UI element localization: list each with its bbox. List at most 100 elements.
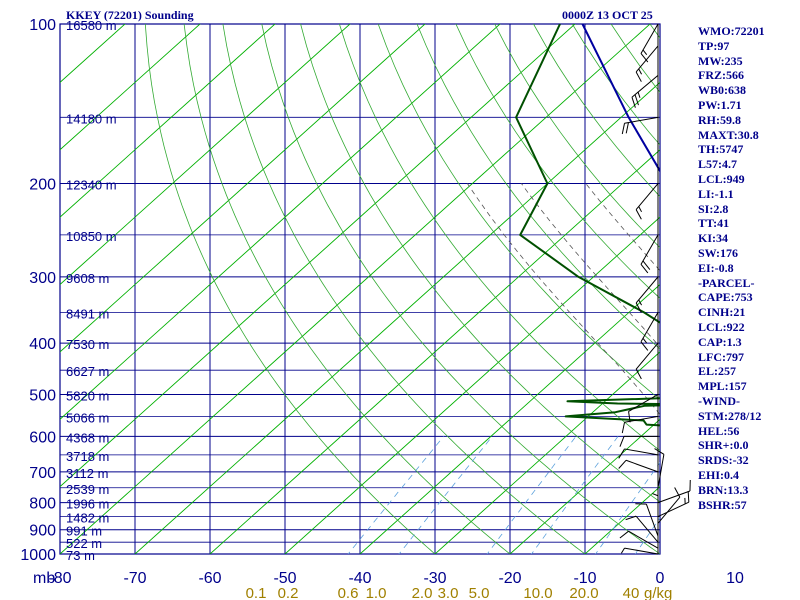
- pressure-tick-label: 800: [29, 496, 56, 513]
- wind-barb: [640, 234, 659, 274]
- temperature-tick-label: -20: [498, 570, 521, 587]
- index-item: -PARCEL-: [698, 275, 755, 290]
- height-label: 10850 m: [66, 229, 117, 244]
- index-item: LCL:949: [698, 171, 745, 186]
- index-item: LCL:922: [698, 319, 745, 334]
- index-item: EL:257: [698, 364, 737, 379]
- height-label: 73 m: [66, 548, 95, 563]
- temperature-tick-label: 10: [726, 570, 744, 587]
- wind-barb: [618, 459, 659, 473]
- index-item: WMO:72201: [698, 24, 765, 38]
- height-label: 3112 m: [66, 466, 108, 481]
- index-item: TP:97: [698, 38, 730, 53]
- temperature-tick-label: -60: [198, 570, 221, 587]
- index-item: SHR+:0.0: [698, 438, 749, 453]
- pressure-tick-label: 500: [29, 387, 56, 404]
- wind-barb: [654, 448, 665, 488]
- isotherm: [434, 351, 660, 554]
- mixing-ratio-label: 3.0: [438, 585, 459, 600]
- wind-barb: [635, 45, 659, 82]
- index-item: BSHR:57: [698, 497, 747, 512]
- index-item: KI:34: [698, 231, 728, 246]
- isotherm: [60, 24, 276, 218]
- pressure-tick-label: 600: [29, 429, 56, 446]
- index-item: SI:2.8: [698, 201, 729, 216]
- mixing-ratio-label: 2.0: [412, 585, 433, 600]
- index-item: PW:1.71: [698, 97, 742, 112]
- dry-adiabat: [300, 24, 660, 503]
- dry-adiabat: [785, 0, 800, 565]
- mixing-ratio-label: 5.0: [469, 585, 490, 600]
- index-item: RH:59.8: [698, 112, 741, 127]
- wind-barb: [657, 487, 681, 524]
- pressure-tick-label: 900: [29, 523, 56, 540]
- index-item: BRN:13.3: [698, 482, 749, 497]
- pressure-tick-label: 300: [29, 270, 56, 287]
- height-label: 6627 m: [66, 364, 109, 379]
- wind-barb: [619, 435, 658, 447]
- pressure-tick-label: 1000: [20, 547, 56, 564]
- wind-barb: [619, 530, 659, 549]
- height-label: 9608 m: [66, 271, 109, 286]
- dry-adiabat: [455, 24, 660, 299]
- index-item: SW:176: [698, 245, 739, 260]
- wind-barb: [620, 547, 659, 555]
- height-label: 522 m: [66, 536, 102, 551]
- index-item: MPL:157: [698, 379, 747, 394]
- temperature-tick-label: -70: [123, 570, 146, 587]
- isotherm: [134, 81, 660, 554]
- dry-adiabat: [183, 24, 511, 554]
- mixing-ratio-line: [486, 436, 577, 554]
- mixing-ratio-line: [595, 461, 660, 554]
- mixing-ratio-unit: g/kg: [644, 585, 672, 600]
- dry-adiabat: [222, 24, 586, 554]
- index-item: HEL:56: [698, 423, 740, 438]
- temperature-tick-label: -40: [348, 570, 371, 587]
- height-label: 3718 m: [66, 449, 109, 464]
- index-item: L57:4.7: [698, 157, 737, 172]
- wind-barb: [652, 493, 659, 530]
- pressure-tick-label: 400: [29, 336, 56, 353]
- dry-adiabat: [377, 24, 660, 401]
- mixing-ratio-line: [398, 436, 493, 554]
- dry-adiabat: [338, 24, 660, 452]
- wind-barb: [618, 448, 659, 459]
- pressure-unit-label: mb: [33, 570, 55, 587]
- height-label: 1482 m: [66, 511, 109, 526]
- index-item: EI:-0.8: [698, 260, 734, 275]
- pressure-tick-label: 100: [29, 17, 56, 34]
- index-item: CAP:1.3: [698, 334, 742, 349]
- index-item: LFC:797: [698, 349, 744, 364]
- isotherm: [60, 24, 201, 151]
- isotherm: [60, 24, 351, 286]
- height-label: 2539 m: [66, 482, 109, 497]
- index-item: TT:41: [698, 216, 730, 231]
- mixing-ratio-label: 0.2: [278, 585, 299, 600]
- wind-barb: [625, 515, 659, 543]
- mixing-ratio-label: 10.0: [523, 585, 552, 600]
- index-item: LI:-1.1: [698, 186, 734, 201]
- chart-title: KKEY (72201) Sounding: [66, 8, 194, 22]
- height-label: 14180 m: [66, 111, 117, 126]
- wind-barb: [657, 491, 690, 518]
- height-label: 7530 m: [66, 337, 109, 352]
- wind-barb: [640, 23, 659, 63]
- dry-adiabat: [144, 24, 436, 554]
- dry-adiabat: [494, 24, 660, 249]
- wind-barb: [628, 394, 659, 423]
- index-item: TH:5747: [698, 142, 744, 157]
- pressure-tick-label: 200: [29, 177, 56, 194]
- isotherm: [60, 24, 426, 353]
- mixing-ratio-label: 20.0: [569, 585, 598, 600]
- index-item: WB0:638: [698, 83, 746, 98]
- height-label: 991 m: [66, 524, 102, 539]
- moist-adiabat: [521, 183, 660, 348]
- index-item: -WIND-: [698, 393, 740, 408]
- dry-adiabat: [416, 24, 660, 350]
- mixing-ratio-line: [531, 436, 619, 554]
- temperature-tick-label: 0: [656, 570, 665, 587]
- temperature-tick-label: -10: [573, 570, 596, 587]
- wind-barb: [635, 276, 659, 313]
- index-item: CAPE:753: [698, 290, 753, 305]
- pressure-tick-label: 700: [29, 465, 56, 482]
